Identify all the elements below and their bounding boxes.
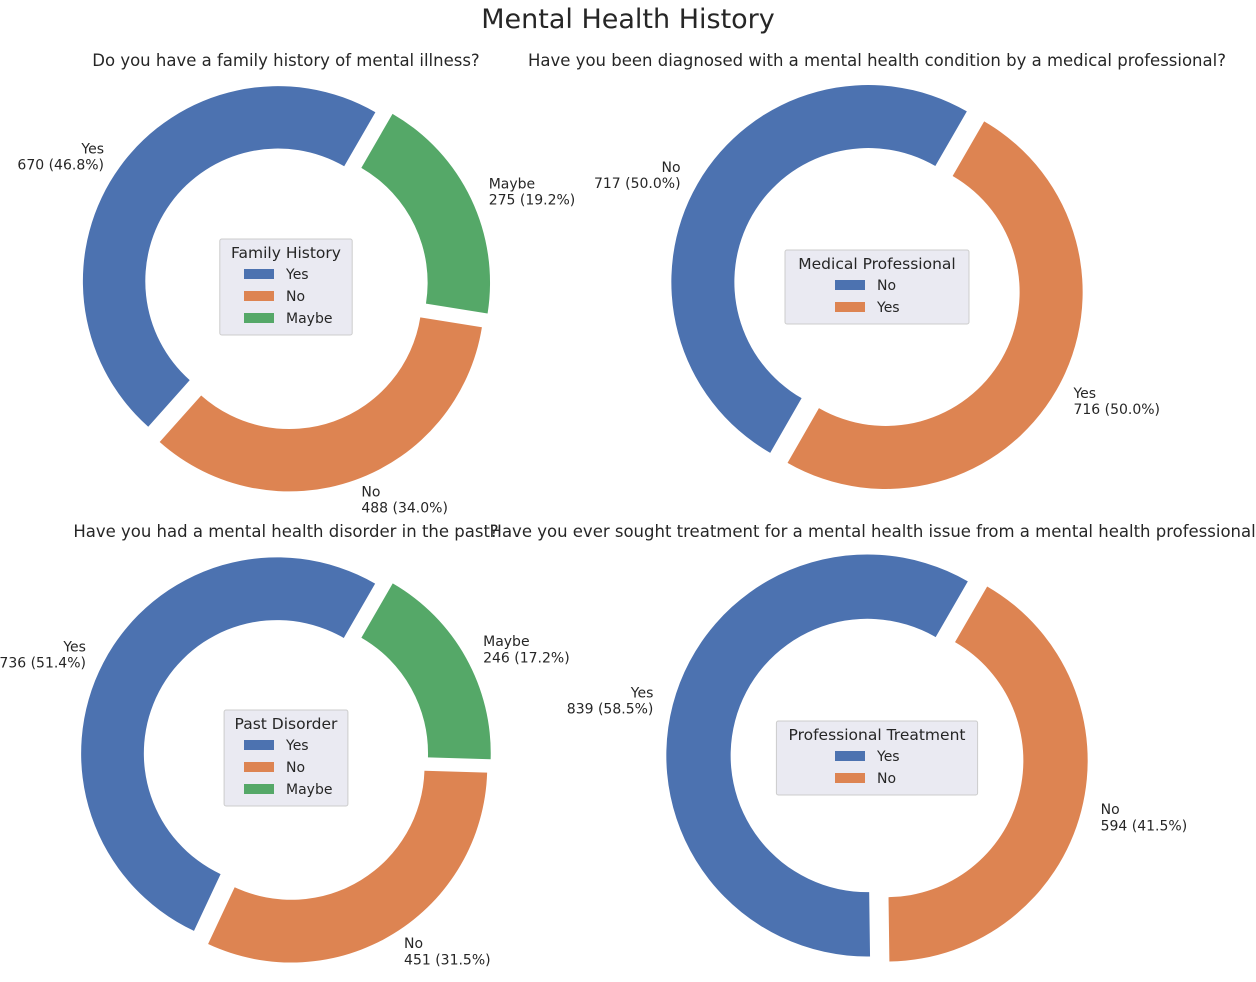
legend-item-yes: Yes — [285, 738, 309, 754]
legend-swatch-maybe — [244, 313, 274, 323]
slice-yes — [666, 554, 968, 957]
legend-box — [784, 249, 970, 325]
legend-swatch-maybe — [244, 784, 274, 794]
legend-title: Past Disorder — [235, 715, 339, 733]
slice-maybe — [361, 583, 491, 760]
legend-item-maybe: Maybe — [286, 782, 332, 798]
slice-label-yes: Yes 670 (46.8%) — [17, 141, 104, 173]
legend-item-yes: Yes — [876, 300, 900, 316]
slice-label-no: No 594 (41.5%) — [1101, 802, 1188, 834]
legend-title: Professional Treatment — [789, 726, 966, 744]
slice-label-no: No 488 (34.0%) — [361, 484, 448, 516]
legend-swatch-no — [835, 773, 865, 783]
donut-chart-2: Have you been diagnosed with a mental he… — [528, 51, 1226, 489]
legend-swatch-yes — [244, 740, 274, 750]
legend-swatch-yes — [835, 751, 865, 761]
donut-chart-1: Do you have a family history of mental i… — [17, 51, 575, 516]
legend-item-no: No — [877, 278, 896, 294]
slice-yes — [81, 557, 376, 931]
slice-no — [159, 317, 482, 492]
slice-label-no: No 717 (50.0%) — [594, 160, 681, 192]
slice-no — [208, 770, 488, 963]
legend-box — [223, 709, 349, 807]
legend-swatch-no — [244, 291, 274, 301]
slice-no — [671, 85, 967, 453]
legend-title: Family History — [231, 244, 341, 262]
slice-label-maybe: Maybe 246 (17.2%) — [483, 634, 570, 666]
legend-item-no: No — [286, 760, 305, 776]
chart-title: Have you had a mental health disorder in… — [73, 522, 498, 541]
legend-item-no: No — [877, 771, 896, 787]
slice-label-yes: Yes 839 (58.5%) — [567, 686, 654, 718]
slice-label-no: No 451 (31.5%) — [404, 936, 491, 968]
legend-item-yes: Yes — [285, 267, 309, 283]
legend: Professional Treatment Yes No — [775, 720, 979, 796]
legend-swatch-no — [835, 280, 865, 290]
legend-title: Medical Professional — [798, 255, 955, 273]
slice-yes — [787, 121, 1083, 489]
legend: Past Disorder Yes No Maybe — [223, 709, 349, 807]
legend: Medical Professional No Yes — [784, 249, 970, 325]
legend-swatch-no — [244, 762, 274, 772]
slice-maybe — [361, 113, 491, 314]
slice-label-yes: Yes 736 (51.4%) — [0, 640, 86, 672]
legend-swatch-yes — [244, 269, 274, 279]
legend-item-no: No — [286, 289, 305, 305]
figure-title: Mental Health History — [481, 4, 775, 35]
legend-box — [775, 720, 979, 796]
donut-chart-4: Have you ever sought treatment for a men… — [490, 522, 1256, 962]
legend-item-maybe: Maybe — [286, 311, 332, 327]
slice-no — [888, 586, 1088, 962]
slice-label-yes: Yes 716 (50.0%) — [1072, 386, 1160, 418]
slice-label-maybe: Maybe 275 (19.2%) — [489, 176, 576, 208]
legend-box — [219, 238, 353, 336]
slice-yes — [82, 86, 376, 427]
chart-title: Have you been diagnosed with a mental he… — [528, 51, 1226, 70]
legend-swatch-yes — [835, 302, 865, 312]
legend-item-yes: Yes — [876, 749, 900, 765]
chart-title: Have you ever sought treatment for a men… — [490, 522, 1256, 541]
chart-title: Do you have a family history of mental i… — [92, 51, 479, 70]
donut-chart-3: Have you had a mental health disorder in… — [0, 522, 570, 968]
legend: Family History Yes No Maybe — [219, 238, 353, 336]
